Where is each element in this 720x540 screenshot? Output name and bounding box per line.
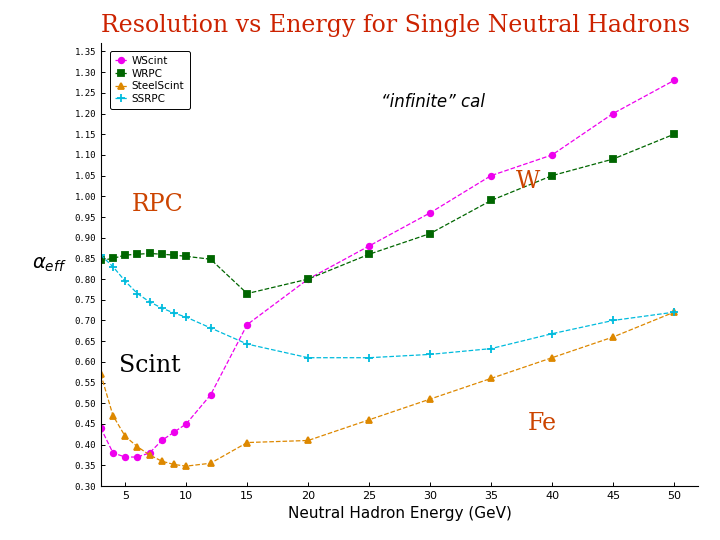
SteelScint [243, 440, 251, 446]
Text: Fe: Fe [528, 412, 557, 435]
WRPC [133, 251, 142, 258]
SteelScint [304, 437, 312, 444]
WScint [121, 454, 130, 460]
SSRPC [182, 314, 191, 320]
SSRPC [487, 346, 495, 352]
SteelScint [365, 416, 374, 423]
Line: WScint: WScint [98, 78, 677, 460]
WScint [170, 429, 179, 435]
SSRPC [96, 252, 105, 258]
WScint [243, 321, 251, 328]
SteelScint [182, 463, 191, 469]
WScint [133, 454, 142, 460]
WRPC [304, 276, 312, 282]
SSRPC [670, 309, 678, 315]
WScint [109, 450, 117, 456]
WScint [206, 392, 215, 398]
Text: “infinite” cal: “infinite” cal [382, 93, 485, 111]
X-axis label: Neutral Hadron Energy (GeV): Neutral Hadron Energy (GeV) [288, 507, 511, 522]
SSRPC [304, 354, 312, 361]
WRPC [158, 251, 166, 258]
WRPC [109, 255, 117, 262]
Line: WRPC: WRPC [98, 131, 677, 296]
WScint [96, 425, 105, 431]
SteelScint [170, 461, 179, 468]
WScint [158, 437, 166, 444]
SteelScint [109, 413, 117, 419]
Text: W: W [516, 170, 540, 193]
SSRPC [608, 317, 617, 323]
SSRPC [121, 278, 130, 285]
WRPC [426, 231, 434, 237]
SteelScint [206, 460, 215, 467]
WScint [670, 77, 678, 84]
WScint [426, 210, 434, 216]
SteelScint [96, 371, 105, 377]
WRPC [145, 250, 154, 256]
SSRPC [145, 299, 154, 305]
WScint [608, 110, 617, 117]
SSRPC [365, 354, 374, 361]
SSRPC [426, 351, 434, 357]
Line: SteelScint: SteelScint [97, 309, 678, 470]
WRPC [170, 252, 179, 258]
SteelScint [133, 443, 142, 450]
WScint [304, 276, 312, 282]
Legend: WScint, WRPC, SteelScint, SSRPC: WScint, WRPC, SteelScint, SSRPC [110, 51, 189, 109]
SteelScint [158, 458, 166, 464]
WScint [487, 172, 495, 179]
SteelScint [548, 354, 557, 361]
WRPC [548, 172, 557, 179]
WRPC [206, 256, 215, 262]
WRPC [121, 252, 130, 258]
SSRPC [206, 325, 215, 331]
Text: RPC: RPC [131, 193, 183, 216]
SteelScint [426, 396, 434, 402]
WScint [182, 421, 191, 427]
WRPC [243, 291, 251, 297]
SSRPC [243, 341, 251, 347]
WRPC [670, 131, 678, 138]
SteelScint [121, 433, 130, 440]
Y-axis label: $\alpha_{eff}$: $\alpha_{eff}$ [32, 255, 67, 274]
SteelScint [145, 452, 154, 458]
SSRPC [170, 310, 179, 316]
SteelScint [670, 309, 678, 315]
WScint [365, 243, 374, 249]
WRPC [365, 251, 374, 258]
WRPC [96, 257, 105, 264]
WRPC [487, 197, 495, 204]
WScint [145, 450, 154, 456]
SSRPC [133, 291, 142, 297]
SSRPC [158, 305, 166, 311]
Line: SSRPC: SSRPC [96, 251, 678, 362]
Text: Resolution vs Energy for Single Neutral Hadrons: Resolution vs Energy for Single Neutral … [101, 14, 690, 37]
SSRPC [109, 264, 117, 270]
WRPC [608, 156, 617, 163]
SteelScint [487, 375, 495, 382]
WRPC [182, 253, 191, 260]
Text: Scint: Scint [119, 354, 181, 377]
SteelScint [608, 334, 617, 340]
SSRPC [548, 330, 557, 337]
WScint [548, 152, 557, 158]
